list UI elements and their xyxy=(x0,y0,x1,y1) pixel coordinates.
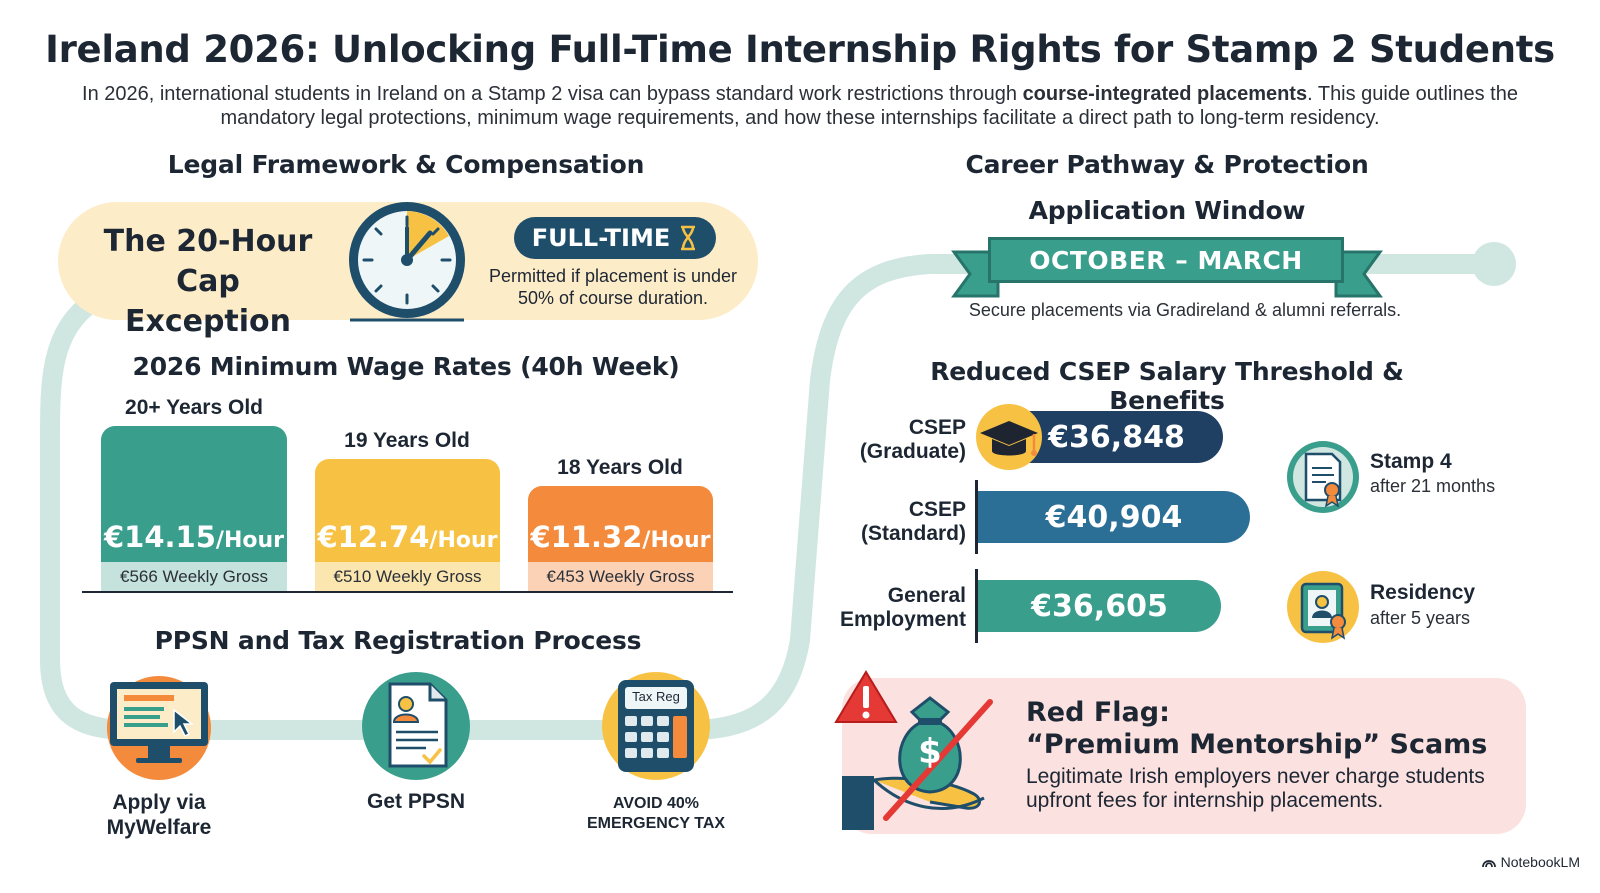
document-icon xyxy=(362,672,470,780)
certificate-icon xyxy=(1287,441,1359,513)
id-card-icon xyxy=(1287,571,1359,643)
ppsn-step-label: AVOID 40% EMERGENCY TAX xyxy=(586,795,726,832)
cap-note: Permitted if placement is under 50% of c… xyxy=(488,266,738,308)
salary-bar: €36,848 xyxy=(1010,411,1223,463)
salary-label: CSEP (Standard) xyxy=(861,498,966,545)
notebooklm-logo-icon xyxy=(1481,860,1496,868)
wage-weekly: €453 Weekly Gross xyxy=(528,562,713,592)
salary-label: General Employment xyxy=(839,584,966,631)
ppsn-step-label: Get PPSN xyxy=(366,790,466,813)
cap-title: The 20-Hour Cap Exception xyxy=(103,224,313,339)
salary-label: CSEP (Graduate) xyxy=(859,416,966,463)
page-title: Ireland 2026: Unlocking Full-Time Intern… xyxy=(45,28,1555,71)
computer-icon xyxy=(107,676,211,780)
wage-rate: €12.74/Hour xyxy=(317,520,498,554)
benefit-sub: after 5 years xyxy=(1370,608,1471,628)
ppsn-heading: PPSN and Tax Registration Process xyxy=(154,626,642,655)
salary-heading: Reduced CSEP Salary Threshold & Benefits xyxy=(930,357,1404,415)
legal-heading: Legal Framework & Compensation xyxy=(167,150,645,179)
wage-age-label: 18 Years Old xyxy=(557,456,683,479)
graduation-cap-icon xyxy=(976,404,1042,470)
application-window-banner: OCTOBER – MARCH xyxy=(988,237,1344,283)
fulltime-badge: FULL-TIME xyxy=(514,217,716,259)
brand-name: NotebookLM xyxy=(1500,854,1580,870)
wage-weekly: €566 Weekly Gross xyxy=(101,562,287,592)
salary-axis xyxy=(975,480,978,554)
clock-icon xyxy=(349,202,465,322)
salary-axis xyxy=(975,569,978,643)
wage-age-label: 20+ Years Old xyxy=(125,396,263,419)
wage-heading: 2026 Minimum Wage Rates (40h Week) xyxy=(132,352,680,381)
wage-bar xyxy=(101,426,287,562)
intro-paragraph: In 2026, international students in Irela… xyxy=(82,83,1518,129)
calculator-label: Tax Reg xyxy=(632,689,680,704)
red-flag-title: Red Flag: “Premium Mentorship” Scams xyxy=(1026,697,1488,760)
wage-baseline xyxy=(82,591,733,593)
window-note: Secure placements via Gradireland & alum… xyxy=(968,300,1402,320)
brand-mark: NotebookLM xyxy=(1481,854,1580,870)
benefit-title: Residency xyxy=(1370,581,1476,604)
wage-rate: €14.15/Hour xyxy=(104,520,284,554)
benefit-title: Stamp 4 xyxy=(1370,450,1452,473)
fulltime-label: FULL-TIME xyxy=(531,224,671,252)
wage-age-label: 19 Years Old xyxy=(344,429,470,452)
hourglass-icon xyxy=(681,225,696,251)
dollar-sign: $ xyxy=(918,732,942,772)
window-heading: Application Window xyxy=(1028,196,1306,225)
wage-weekly: €510 Weekly Gross xyxy=(315,562,500,592)
wage-bar xyxy=(315,459,500,562)
salary-bar: €36,605 xyxy=(978,580,1221,632)
scam-money-bag-icon xyxy=(834,670,993,830)
benefit-sub: after 21 months xyxy=(1370,476,1496,496)
wage-rate: €11.32/Hour xyxy=(530,520,711,554)
calculator-icon: Tax Reg xyxy=(600,670,712,782)
red-flag-note: Legitimate Irish employers never charge … xyxy=(1026,765,1485,812)
career-heading: Career Pathway & Protection xyxy=(965,150,1369,179)
ppsn-step-label: Apply via MyWelfare xyxy=(106,791,212,839)
wage-bar xyxy=(528,486,713,562)
salary-bar: €40,904 xyxy=(978,491,1250,543)
